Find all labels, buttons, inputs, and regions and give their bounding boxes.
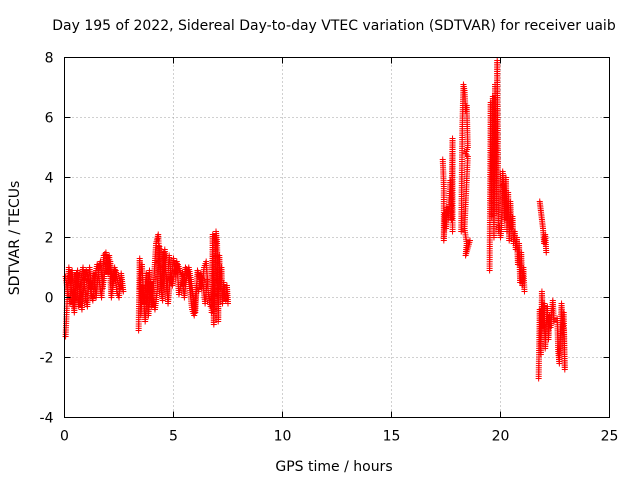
grid-lines (64, 57, 610, 418)
x-axis-label: GPS time / hours (275, 459, 392, 475)
y-tick-label: -4 (40, 411, 54, 427)
y-tick-label: 8 (45, 51, 54, 67)
x-tick-label: 10 (274, 429, 292, 445)
x-tick-label: 0 (60, 429, 69, 445)
data-point (225, 300, 231, 307)
x-tick-label: 5 (169, 429, 178, 445)
data-point (543, 249, 550, 256)
data-point (449, 228, 456, 235)
data-point (550, 318, 557, 325)
data-point (117, 285, 124, 292)
x-tick-label: 20 (492, 429, 510, 445)
y-tick-label: 0 (45, 291, 54, 307)
data-point (521, 288, 528, 295)
chart-title: Day 195 of 2022, Sidereal Day-to-day VTE… (52, 18, 616, 34)
data-point (466, 237, 473, 244)
y-tick-label: -2 (40, 351, 54, 367)
tick-labels: 0 5 10 15 20 25 -4 -2 0 2 4 6 8 (40, 51, 619, 445)
y-tick-label: 4 (45, 171, 54, 187)
y-tick-label: 2 (45, 231, 54, 247)
x-tick-label: 15 (383, 429, 401, 445)
data-point (560, 309, 567, 316)
y-tick-label: 6 (45, 111, 54, 127)
axis-ticks (64, 57, 610, 418)
data-points (62, 57, 568, 382)
data-point (120, 288, 127, 295)
y-axis-label: SDTVAR / TECUs (7, 181, 23, 296)
x-tick-label: 25 (601, 429, 619, 445)
